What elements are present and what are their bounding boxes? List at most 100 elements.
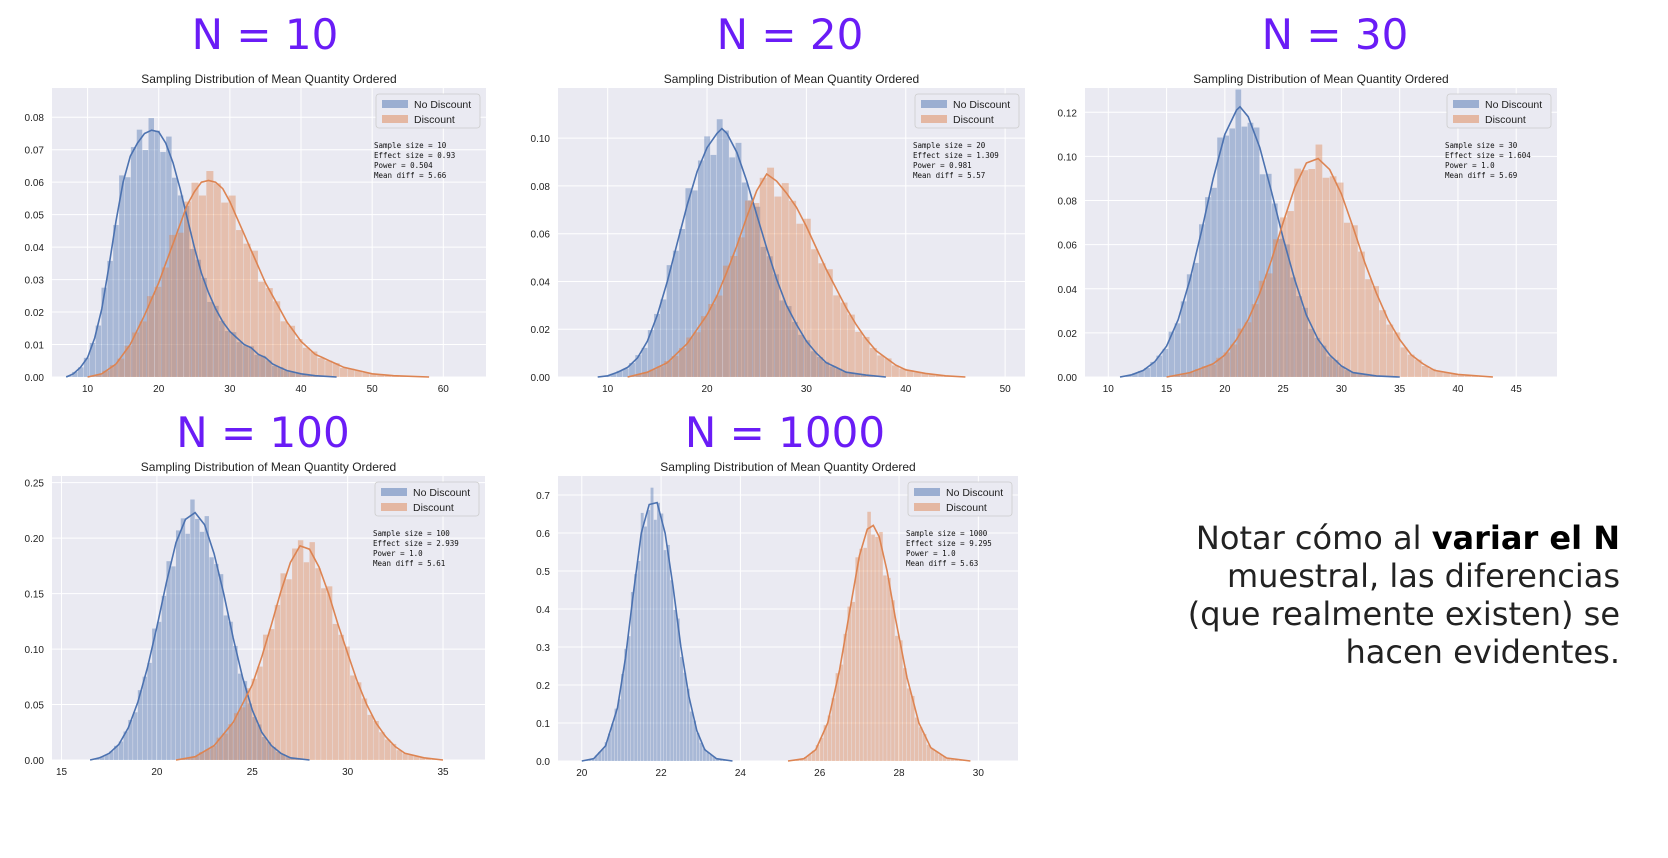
y-tick-label: 0.05 (25, 701, 45, 712)
no-discount-bar (214, 564, 219, 760)
y-tick-label: 0.15 (25, 590, 45, 601)
no-discount-bar (271, 746, 276, 760)
no-discount-kde-line (1119, 105, 1400, 378)
discount-bar (1457, 374, 1465, 377)
discount-bar (176, 232, 184, 377)
discount-bar (833, 295, 841, 377)
discount-bar (273, 301, 281, 377)
discount-bar (191, 182, 199, 377)
y-tick-label: 0.12 (1058, 108, 1078, 119)
no-discount-bar (604, 742, 608, 761)
no-discount-bar (779, 300, 786, 377)
stats-annotation-line: Power = 1.0 (1445, 161, 1495, 170)
x-tick-label: 30 (1336, 384, 1348, 395)
no-discount-kde-line (89, 511, 310, 761)
discount-bar (379, 732, 385, 760)
y-tick-label: 0.06 (1058, 241, 1078, 252)
no-discount-bar (766, 256, 773, 377)
discount-bar (350, 675, 356, 760)
no-discount-bar (1217, 137, 1223, 377)
discount-bar (102, 370, 110, 377)
x-tick-label: 30 (973, 768, 985, 779)
legend-label-no-discount: No Discount (413, 487, 470, 499)
no-discount-bar (242, 345, 249, 377)
panel-heading-n20: N = 20 (716, 10, 864, 59)
plot-area (52, 88, 486, 377)
discount-bar (700, 316, 708, 377)
discount-bar (239, 707, 246, 760)
discount-bar (815, 744, 820, 761)
discount-bar (257, 666, 263, 760)
no-discount-bar (829, 366, 836, 377)
y-tick-label: 0.00 (1058, 373, 1078, 384)
discount-bar (139, 321, 147, 377)
y-tick-label: 0.06 (531, 230, 551, 241)
no-discount-bar (621, 673, 624, 761)
chart-panel-n100: Sampling Distribution of Mean Quantity O… (0, 458, 500, 788)
discount-bar (280, 321, 288, 377)
y-tick-label: 0.4 (536, 605, 550, 616)
discount-bar (835, 673, 840, 761)
x-tick-label: 50 (367, 384, 379, 395)
chart-svg-n30: Sampling Distribution of Mean Quantity O… (1058, 72, 1557, 395)
discount-bar (910, 695, 915, 761)
y-tick-label: 0.02 (1058, 329, 1078, 340)
no-discount-bar (709, 754, 713, 761)
stats-annotation-line: Power = 0.504 (374, 161, 433, 170)
no-discount-bar (142, 150, 149, 377)
x-tick-label: 20 (576, 768, 588, 779)
x-tick-label: 15 (1161, 384, 1173, 395)
no-discount-bar (195, 518, 200, 760)
no-discount-bar (223, 615, 229, 760)
discount-bar (906, 688, 911, 761)
legend-label-no-discount: No Discount (1485, 99, 1542, 111)
discount-bar (295, 339, 303, 377)
discount-bar (906, 370, 914, 377)
no-discount-bar (119, 175, 125, 377)
y-tick-label: 0.02 (531, 325, 551, 336)
no-discount-bar (247, 703, 252, 760)
y-tick-label: 0.3 (536, 643, 550, 654)
no-discount-bar (1199, 224, 1205, 377)
discount-bar (317, 358, 325, 377)
no-discount-bar (1278, 238, 1284, 377)
discount-bar (827, 715, 832, 761)
stats-annotation-line: Sample size = 20 (913, 141, 986, 150)
discount-bar (265, 288, 273, 377)
discount-bar (918, 727, 923, 761)
chart-panel-n1000: Sampling Distribution of Mean Quantity O… (520, 458, 1020, 788)
no-discount-bar (1290, 277, 1296, 377)
y-tick-label: 0.08 (1058, 197, 1078, 208)
no-discount-bar (266, 360, 272, 377)
discount-bar (109, 365, 117, 377)
y-tick-label: 0.04 (25, 243, 45, 254)
discount-bar (840, 302, 848, 377)
no-discount-bar (1357, 373, 1363, 377)
no-discount-bar (591, 758, 595, 761)
discount-kde-line (87, 179, 430, 378)
discount-bar (1272, 239, 1280, 377)
no-discount-bar (1241, 126, 1248, 377)
discount-bar (1421, 366, 1429, 377)
chart-title: Sampling Distribution of Mean Quantity O… (141, 72, 396, 86)
discount-bar (921, 373, 929, 377)
discount-bar (245, 688, 252, 760)
no-discount-bar (248, 346, 254, 377)
discount-bar (344, 646, 350, 760)
no-discount-bar (1126, 375, 1132, 377)
discount-bar (198, 195, 206, 377)
discount-bar (913, 372, 921, 377)
no-discount-bar (854, 373, 861, 377)
no-discount-bar (254, 354, 260, 377)
x-tick-label: 40 (1452, 384, 1464, 395)
y-tick-label: 0.0 (536, 757, 550, 768)
discount-bar (390, 743, 397, 760)
discount-bar (425, 758, 432, 760)
discount-bar (895, 635, 899, 761)
no-discount-bar (142, 676, 147, 760)
no-discount-bar (689, 711, 693, 761)
discount-bar (258, 281, 266, 377)
legend-label-discount: Discount (946, 502, 987, 514)
discount-bar (723, 265, 730, 377)
discount-bar (1216, 357, 1223, 377)
